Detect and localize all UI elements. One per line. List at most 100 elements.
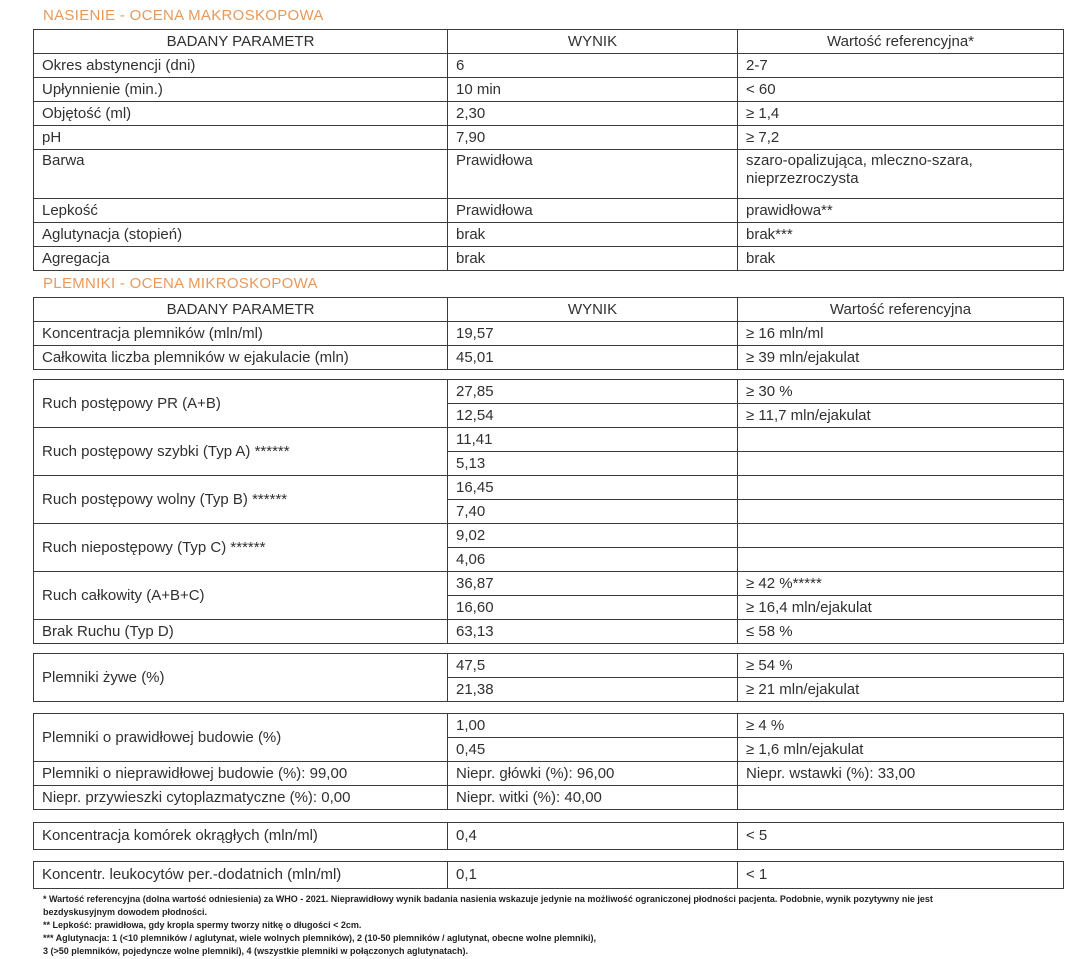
ref-cell: ≥ 21 mln/ejakulat: [737, 677, 1064, 702]
ref-cell: ≤ 58 %: [737, 619, 1064, 644]
result-cell: Niepr. witki (%): 40,00: [447, 785, 738, 810]
ref-cell: ≥ 54 %: [737, 653, 1064, 678]
param-cell: Ruch całkowity (A+B+C): [33, 571, 448, 620]
table-row: Niepr. przywieszki cytoplazmatyczne (%):…: [33, 785, 1064, 810]
ref-cell: ≥ 4 %: [737, 713, 1064, 738]
table-row: 12,54 ≥ 11,7 mln/ejakulat: [34, 403, 1064, 428]
ref-cell: brak***: [737, 222, 1064, 247]
table-row: Brak Ruchu (Typ D) 63,13 ≤ 58 %: [33, 619, 1064, 644]
ref-cell: ≥ 1,4: [737, 101, 1064, 126]
result-cell: 16,45: [447, 475, 738, 500]
ref-cell: prawidłowa**: [737, 198, 1064, 223]
ref-cell: ≥ 39 mln/ejakulat: [737, 345, 1064, 370]
table-row: Aglutynacja (stopień) brak brak***: [33, 222, 1064, 247]
result-cell: 63,13: [447, 619, 738, 644]
result-cell: brak: [447, 246, 738, 271]
result-cell: 11,41: [447, 427, 738, 452]
param-cell: Całkowita liczba plemników w ejakulacie …: [33, 345, 448, 370]
ref-cell: brak: [737, 246, 1064, 271]
ref-cell: < 60: [737, 77, 1064, 102]
result-cell: Niepr. główki (%): 96,00: [447, 761, 738, 786]
param-cell: Plemniki żywe (%): [33, 653, 448, 702]
param-cell: Lepkość: [33, 198, 448, 223]
param-cell: Plemniki o prawidłowej budowie (%): [33, 713, 448, 762]
table-row: Koncentracja plemników (mln/ml) 19,57 ≥ …: [33, 321, 1064, 346]
leukocytes-table: Koncentr. leukocytów per.-dodatnich (mln…: [33, 861, 1064, 889]
param-cell: Ruch postępowy PR (A+B): [33, 379, 448, 428]
column-header-ref: Wartość referencyjna: [737, 297, 1064, 322]
table-row: Koncentr. leukocytów per.-dodatnich (mln…: [33, 861, 1064, 889]
ref-cell: ≥ 11,7 mln/ejakulat: [737, 403, 1064, 428]
result-cell: 9,02: [447, 523, 738, 548]
footnote-viscosity: ** Lepkość: prawidłowa, gdy kropla sperm…: [43, 920, 362, 930]
column-header-ref: Wartość referencyjna*: [737, 29, 1064, 54]
ref-cell: Niepr. wstawki (%): 33,00: [737, 761, 1064, 786]
result-cell: 0,45: [447, 737, 738, 762]
table-row: 7,40: [34, 499, 1064, 524]
column-header-param: BADANY PARAMETR: [33, 297, 448, 322]
param-cell: pH: [33, 125, 448, 150]
microscopic-table: BADANY PARAMETR WYNIK Wartość referencyj…: [33, 297, 1064, 370]
table-row: Plemniki o nieprawidłowej budowie (%): 9…: [33, 761, 1064, 786]
result-cell: 2,30: [447, 101, 738, 126]
result-cell: Prawidłowa: [447, 149, 738, 199]
result-cell: 0,4: [447, 822, 738, 850]
ref-cell: ≥ 1,6 mln/ejakulat: [737, 737, 1064, 762]
ref-cell: ≥ 7,2: [737, 125, 1064, 150]
footnote-reference-values-cont: bezdyskusyjnym dowodem płodności.: [43, 907, 208, 917]
result-cell: 4,06: [447, 547, 738, 572]
column-header-result: WYNIK: [447, 297, 738, 322]
param-cell: Objętość (ml): [33, 101, 448, 126]
footnotes: * Wartość referencyjna (dolna wartość od…: [43, 893, 1063, 958]
result-cell: 21,38: [447, 677, 738, 702]
param-cell: Plemniki o nieprawidłowej budowie (%): 9…: [33, 761, 448, 786]
ref-cell: ≥ 30 %: [737, 379, 1064, 404]
macroscopic-table: BADANY PARAMETR WYNIK Wartość referencyj…: [33, 29, 1064, 271]
table-row: Koncentracja komórek okrągłych (mln/ml) …: [33, 822, 1064, 850]
param-cell: Koncentracja komórek okrągłych (mln/ml): [33, 822, 448, 850]
param-cell: Niepr. przywieszki cytoplazmatyczne (%):…: [33, 785, 448, 810]
param-cell: Brak Ruchu (Typ D): [33, 619, 448, 644]
column-header-param: BADANY PARAMETR: [33, 29, 448, 54]
ref-cell: ≥ 42 %*****: [737, 571, 1064, 596]
param-cell: Ruch niepostępowy (Typ C) ******: [33, 523, 448, 572]
ref-cell: < 1: [737, 861, 1064, 889]
result-cell: 7,90: [447, 125, 738, 150]
ref-cell: [737, 475, 1064, 500]
result-cell: 19,57: [447, 321, 738, 346]
table-row: Agregacja brak brak: [33, 246, 1064, 271]
vitality-table: Plemniki żywe (%) 47,5 ≥ 54 % 21,38 ≥ 21…: [33, 653, 1064, 702]
ref-cell: ≥ 16,4 mln/ejakulat: [737, 595, 1064, 620]
ref-cell: 2-7: [737, 53, 1064, 78]
param-cell: Ruch postępowy szybki (Typ A) ******: [33, 427, 448, 476]
param-cell: Okres abstynencji (dni): [33, 53, 448, 78]
param-cell: Koncentracja plemników (mln/ml): [33, 321, 448, 346]
ref-cell: ≥ 16 mln/ml: [737, 321, 1064, 346]
table-row: 16,60 ≥ 16,4 mln/ejakulat: [34, 595, 1064, 620]
table-row: Ruch postępowy szybki (Typ A) ****** 11,…: [33, 427, 1064, 476]
macroscopic-section-title: NASIENIE - OCENA MAKROSKOPOWA: [43, 7, 324, 24]
table-row: 0,45 ≥ 1,6 mln/ejakulat: [34, 737, 1064, 762]
ref-cell: [737, 785, 1064, 810]
ref-cell: [737, 523, 1064, 548]
param-cell: Koncentr. leukocytów per.-dodatnich (mln…: [33, 861, 448, 889]
footnote-reference-values: * Wartość referencyjna (dolna wartość od…: [43, 894, 933, 904]
param-cell: Ruch postępowy wolny (Typ B) ******: [33, 475, 448, 524]
table-row: Plemniki o prawidłowej budowie (%) 1,00 …: [33, 713, 1064, 762]
microscopic-section-title: PLEMNIKI - OCENA MIKROSKOPOWA: [43, 275, 318, 292]
table-row: Lepkość Prawidłowa prawidłowa**: [33, 198, 1064, 223]
table-row: Okres abstynencji (dni) 6 2-7: [33, 53, 1064, 78]
result-cell: 47,5: [447, 653, 738, 678]
ref-cell: [737, 427, 1064, 452]
column-header-result: WYNIK: [447, 29, 738, 54]
table-row: Upłynnienie (min.) 10 min < 60: [33, 77, 1064, 102]
result-cell: 45,01: [447, 345, 738, 370]
result-cell: 10 min: [447, 77, 738, 102]
table-row: Ruch całkowity (A+B+C) 36,87 ≥ 42 %*****: [33, 571, 1064, 620]
table-row: Ruch postępowy PR (A+B) 27,85 ≥ 30 %: [33, 379, 1064, 428]
ref-cell: < 5: [737, 822, 1064, 850]
result-cell: 5,13: [447, 451, 738, 476]
ref-cell: [737, 451, 1064, 476]
param-cell: Aglutynacja (stopień): [33, 222, 448, 247]
result-cell: 0,1: [447, 861, 738, 889]
